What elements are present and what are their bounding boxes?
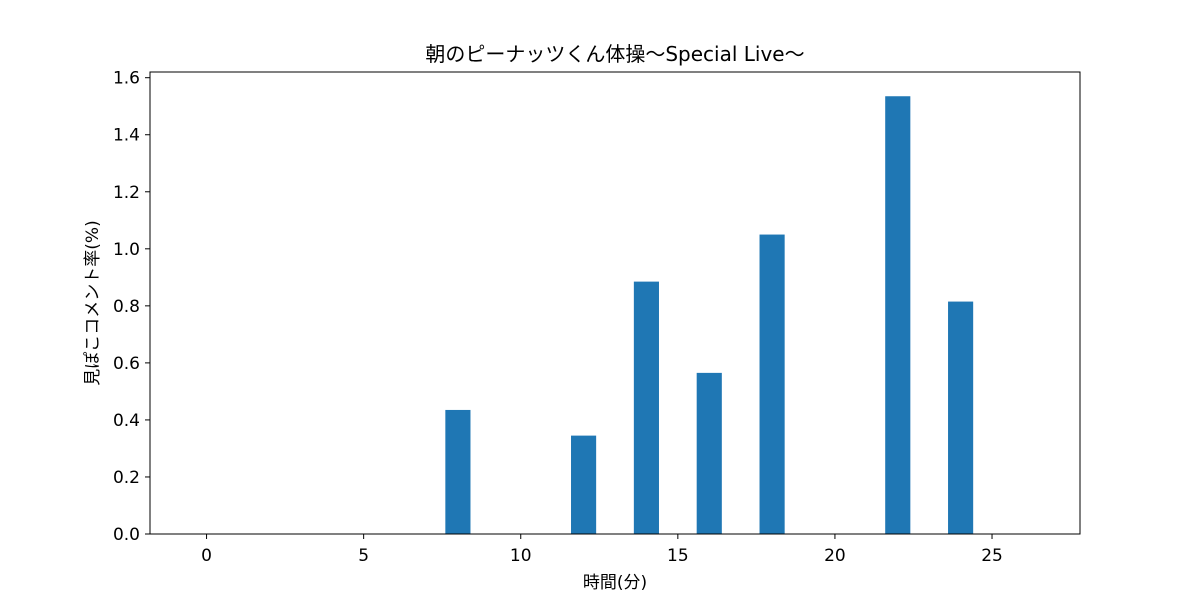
bar-16 (696, 372, 722, 534)
x-tick-label: 5 (358, 546, 369, 566)
plot-area-frame (149, 71, 1081, 535)
bar-22 (885, 96, 911, 535)
y-tick-label: 0.4 (113, 411, 140, 431)
y-tick-label: 1.6 (113, 69, 140, 89)
x-axis-label: 時間(分) (583, 573, 647, 593)
x-axis-ticks: 0 5 10 15 20 25 (201, 534, 1003, 566)
bar-12 (571, 435, 597, 534)
y-tick-label: 1.2 (113, 183, 140, 203)
bar-18 (759, 234, 785, 535)
x-tick-label: 20 (824, 546, 846, 566)
y-axis-ticks: 0.0 0.2 0.4 0.6 0.8 1.0 1.2 1.4 1.6 (113, 69, 150, 545)
bar-8 (445, 409, 471, 534)
x-tick-label: 15 (667, 546, 689, 566)
y-tick-label: 0.0 (113, 525, 140, 545)
y-tick-label: 1.4 (113, 126, 140, 146)
y-tick-label: 0.8 (113, 297, 140, 317)
y-axis-label: 見ぽこコメント率(%) (83, 220, 103, 385)
bar-24 (948, 301, 974, 534)
chart-title: 朝のピーナッツくん体操〜Special Live〜 (425, 42, 804, 66)
x-tick-label: 0 (201, 546, 212, 566)
y-tick-label: 1.0 (113, 240, 140, 260)
y-tick-label: 0.6 (113, 354, 140, 374)
x-tick-label: 10 (510, 546, 532, 566)
bars-group (445, 96, 974, 535)
y-tick-label: 0.2 (113, 468, 140, 488)
x-tick-label: 25 (981, 546, 1003, 566)
bar-14 (633, 281, 659, 534)
